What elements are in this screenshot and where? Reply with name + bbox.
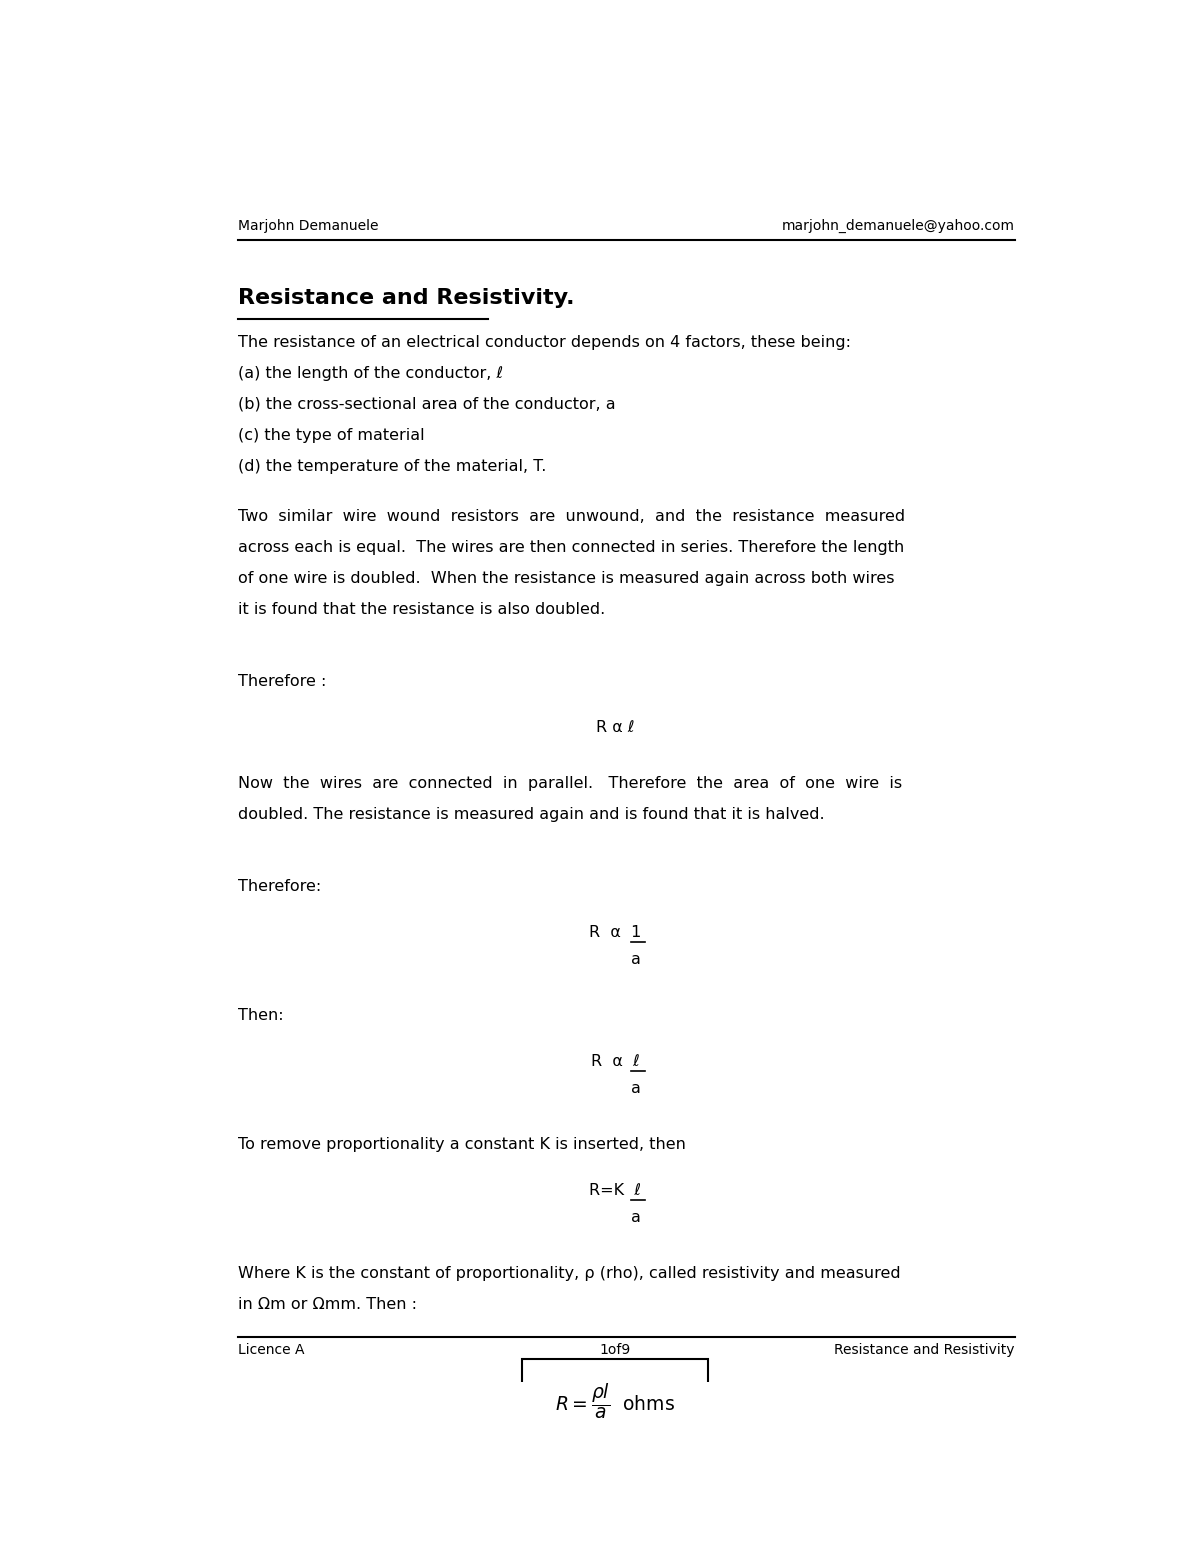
Text: (a) the length of the conductor, ℓ: (a) the length of the conductor, ℓ — [239, 365, 504, 380]
Text: it is found that the resistance is also doubled.: it is found that the resistance is also … — [239, 603, 606, 617]
FancyBboxPatch shape — [522, 1359, 708, 1452]
Text: $R = \dfrac{\rho l}{a}$  ohms: $R = \dfrac{\rho l}{a}$ ohms — [556, 1381, 674, 1421]
Text: Licence A: Licence A — [239, 1343, 305, 1357]
Text: R  α  ℓ: R α ℓ — [590, 1054, 640, 1070]
Text: doubled. The resistance is measured again and is found that it is halved.: doubled. The resistance is measured agai… — [239, 808, 824, 822]
Text: Therefore:: Therefore: — [239, 879, 322, 893]
Text: R=K  ℓ: R=K ℓ — [589, 1183, 641, 1199]
Text: Two  similar  wire  wound  resistors  are  unwound,  and  the  resistance  measu: Two similar wire wound resistors are unw… — [239, 509, 906, 523]
Text: To remove proportionality a constant K is inserted, then: To remove proportionality a constant K i… — [239, 1137, 686, 1152]
Text: R α ℓ: R α ℓ — [595, 721, 635, 735]
Text: 1of9: 1of9 — [599, 1343, 631, 1357]
Text: Then:: Then: — [239, 1008, 284, 1023]
Text: a: a — [631, 1210, 641, 1225]
Text: (d) the temperature of the material, T.: (d) the temperature of the material, T. — [239, 460, 547, 474]
Text: a: a — [631, 1081, 641, 1096]
Text: a: a — [631, 952, 641, 968]
Text: in Ωm or Ωmm. Then :: in Ωm or Ωmm. Then : — [239, 1297, 418, 1312]
Text: Now  the  wires  are  connected  in  parallel.   Therefore  the  area  of  one  : Now the wires are connected in parallel.… — [239, 776, 902, 790]
Text: Marjohn Demanuele: Marjohn Demanuele — [239, 219, 379, 233]
Text: (b) the cross-sectional area of the conductor, a: (b) the cross-sectional area of the cond… — [239, 398, 616, 412]
Text: R  α  1: R α 1 — [589, 926, 641, 941]
Text: Therefore :: Therefore : — [239, 674, 326, 688]
Text: marjohn_demanuele@yahoo.com: marjohn_demanuele@yahoo.com — [782, 219, 1015, 233]
Text: Resistance and Resistivity.: Resistance and Resistivity. — [239, 287, 575, 307]
Text: The resistance of an electrical conductor depends on 4 factors, these being:: The resistance of an electrical conducto… — [239, 334, 851, 349]
Text: across each is equal.  The wires are then connected in series. Therefore the len: across each is equal. The wires are then… — [239, 540, 905, 554]
Text: Resistance and Resistivity: Resistance and Resistivity — [834, 1343, 1015, 1357]
Text: of one wire is doubled.  When the resistance is measured again across both wires: of one wire is doubled. When the resista… — [239, 572, 895, 585]
Text: Where K is the constant of proportionality, ρ (rho), called resistivity and meas: Where K is the constant of proportionali… — [239, 1266, 901, 1281]
Text: (c) the type of material: (c) the type of material — [239, 429, 425, 443]
